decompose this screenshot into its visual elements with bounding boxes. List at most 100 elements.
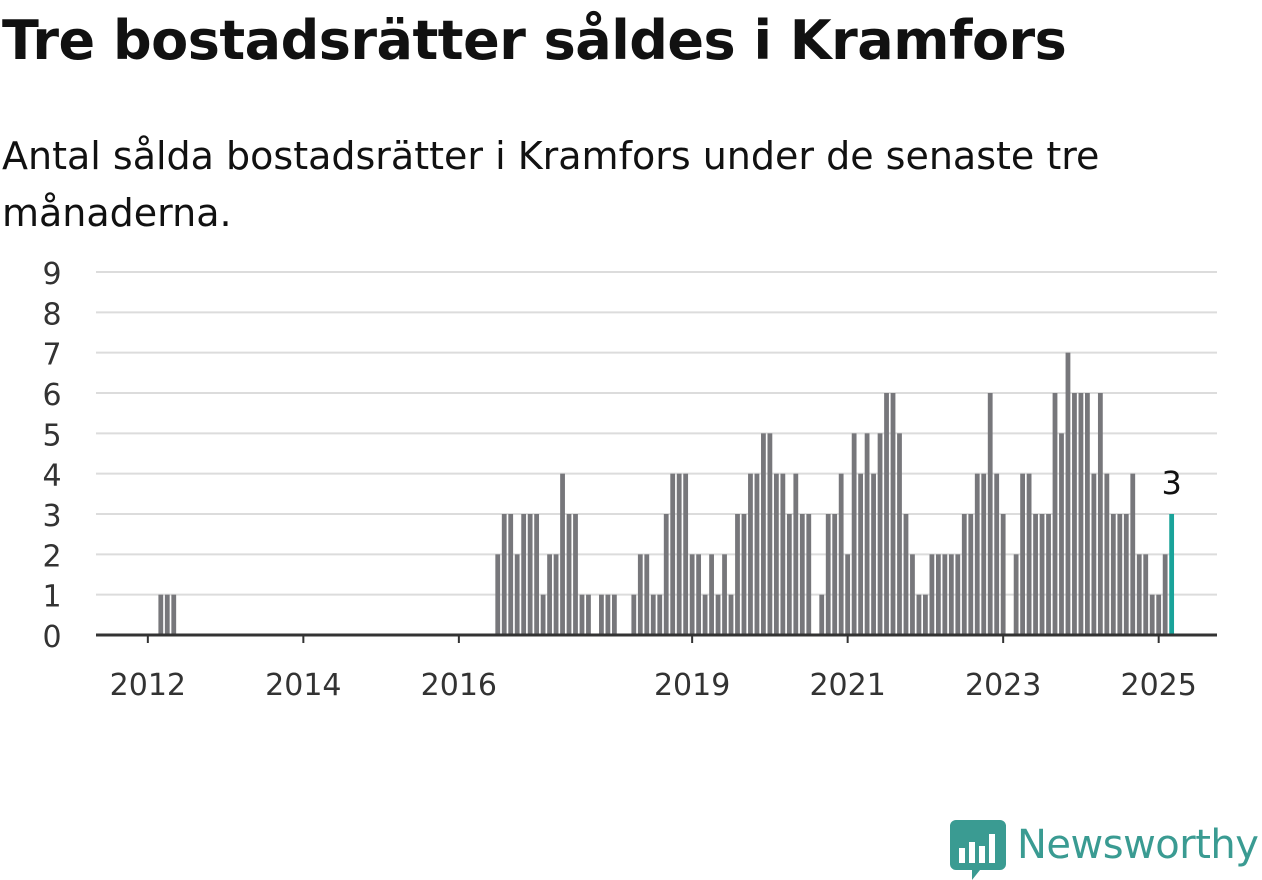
bar — [534, 514, 540, 635]
bar — [1000, 514, 1006, 635]
bar — [968, 514, 974, 635]
bar — [527, 514, 533, 635]
bar — [735, 514, 740, 635]
bar — [780, 473, 786, 635]
bar — [1013, 554, 1019, 635]
bar — [164, 594, 170, 635]
bar — [864, 433, 870, 635]
bar — [761, 433, 766, 635]
bar — [1104, 473, 1110, 635]
x-tick-label: 2025 — [1121, 668, 1197, 703]
bar — [1065, 352, 1071, 635]
bar — [961, 514, 967, 635]
bar — [942, 554, 948, 635]
bar — [871, 473, 876, 635]
bar — [702, 594, 708, 635]
bar — [1085, 393, 1090, 635]
bar — [910, 554, 915, 635]
x-axis-ticks — [146, 635, 1160, 643]
bar — [670, 473, 676, 635]
bar — [1026, 473, 1032, 635]
y-tick-label: 6 — [42, 378, 61, 413]
bar — [501, 514, 507, 635]
y-tick-label: 3 — [42, 499, 61, 534]
y-tick-label: 4 — [42, 459, 61, 494]
bar — [683, 473, 689, 635]
y-tick-label: 5 — [42, 418, 61, 453]
bar — [916, 594, 922, 635]
bar — [845, 554, 851, 635]
y-tick-label: 7 — [42, 338, 61, 373]
bar — [573, 514, 578, 635]
bar — [903, 514, 909, 635]
bars — [158, 352, 1175, 635]
bar — [657, 594, 663, 635]
bar — [1149, 594, 1155, 635]
bar — [689, 554, 695, 635]
bar — [799, 514, 805, 635]
bar — [1110, 514, 1116, 635]
bar — [987, 393, 993, 635]
x-tick-label: 2021 — [809, 668, 885, 703]
bar — [514, 554, 520, 635]
bar — [663, 514, 669, 635]
bar — [748, 473, 753, 635]
bar — [676, 473, 682, 635]
bar — [1156, 594, 1162, 635]
bar — [1130, 473, 1136, 635]
bar — [877, 433, 883, 635]
bar — [586, 594, 591, 635]
y-tick-label: 8 — [42, 297, 61, 332]
bar — [767, 433, 773, 635]
bar — [1143, 554, 1149, 635]
bar — [1078, 393, 1084, 635]
bar — [650, 594, 656, 635]
bar — [599, 594, 604, 635]
y-axis-labels: 0 1 2 3 4 5 6 7 8 9 — [42, 257, 61, 655]
bar — [819, 594, 825, 635]
gridlines — [96, 271, 1217, 596]
bar — [851, 433, 857, 635]
bar — [838, 473, 844, 635]
bar — [605, 594, 611, 635]
bar — [1046, 514, 1051, 635]
bar — [1117, 514, 1123, 635]
bar — [773, 473, 779, 635]
x-tick-label: 2012 — [110, 668, 186, 703]
chart-subtitle: Antal sålda bostadsrätter i Kramfors und… — [2, 134, 1100, 235]
y-tick-label: 2 — [42, 539, 61, 574]
bar — [508, 514, 514, 635]
bar — [754, 473, 760, 635]
x-axis-labels: 2012 2014 2016 2019 2021 2023 2025 — [110, 668, 1197, 703]
brand-name: Newsworthy — [1017, 822, 1259, 868]
x-tick-label: 2016 — [421, 668, 497, 703]
bar — [825, 514, 831, 635]
bar — [884, 393, 889, 635]
bar — [806, 514, 812, 635]
bar — [890, 393, 896, 635]
highlight-value-label: 3 — [1161, 464, 1181, 502]
bar — [579, 594, 585, 635]
bar — [722, 554, 727, 635]
bar — [709, 554, 714, 635]
x-tick-label: 2019 — [654, 668, 730, 703]
y-tick-label: 0 — [42, 620, 61, 655]
bar — [1097, 393, 1103, 635]
chart-title: Tre bostadsrätter såldes i Kramfors — [2, 9, 1067, 72]
bar — [981, 473, 987, 635]
bar — [1136, 554, 1142, 635]
bar — [728, 594, 734, 635]
bar — [1059, 433, 1064, 635]
bar — [540, 594, 546, 635]
bar — [1123, 514, 1129, 635]
bar — [858, 473, 864, 635]
bar — [994, 473, 1000, 635]
bar — [935, 554, 941, 635]
bar — [955, 554, 961, 635]
bar — [611, 594, 617, 635]
bar — [786, 514, 792, 635]
bar — [1052, 393, 1058, 635]
bar — [696, 554, 702, 635]
newsworthy-bar-chart-icon — [950, 820, 1006, 880]
